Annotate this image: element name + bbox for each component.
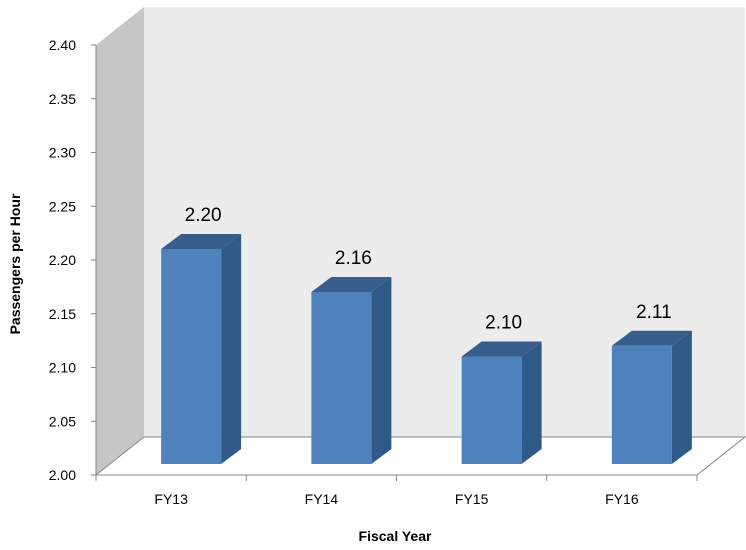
bar-top-FY16 xyxy=(611,330,692,346)
bar-top-FY14 xyxy=(311,277,392,292)
y-tick-label: 2.15 xyxy=(49,306,76,322)
axes-group: 2.00 2.05 2.10 2.15 2.20 2.25 2.30 2.35 2.40 FY13… xyxy=(49,37,698,507)
x-tick-label: FY13 xyxy=(154,491,188,507)
y-tick-label: 2.20 xyxy=(49,252,76,268)
y-tick-label: 2.25 xyxy=(49,198,76,214)
y-axis-title: Passengers per Hour xyxy=(7,193,23,334)
x-axis-title: Fiscal Year xyxy=(359,528,432,544)
bar-FY16 xyxy=(611,345,672,464)
bar-top-FY13 xyxy=(161,234,242,249)
y-tick-label: 2.10 xyxy=(49,360,76,376)
y-tick-label: 2.40 xyxy=(49,37,76,53)
chart-walls xyxy=(94,7,746,476)
y-tick-label: 2.05 xyxy=(49,413,76,429)
back-wall xyxy=(144,7,745,437)
bar-side-FY13 xyxy=(221,234,242,464)
y-tick-label: 2.00 xyxy=(49,467,76,483)
bar-side-FY14 xyxy=(371,277,392,464)
data-label-FY13: 2.20 xyxy=(185,205,222,226)
x-tick-label: FY14 xyxy=(305,491,339,507)
side-wall xyxy=(96,7,144,475)
data-label-FY15: 2.10 xyxy=(485,313,522,334)
data-labels-group: 2.20 2.16 2.10 2.11 xyxy=(185,205,672,334)
x-tick-label: FY16 xyxy=(605,491,639,507)
y-tick-label: 2.30 xyxy=(49,145,76,161)
bar-side-FY15 xyxy=(521,341,542,464)
bar-top-FY15 xyxy=(461,341,542,357)
y-tick-label: 2.35 xyxy=(49,91,76,107)
bar-side-FY16 xyxy=(671,330,692,464)
data-label-FY14: 2.16 xyxy=(335,248,372,269)
x-tick-label: FY15 xyxy=(455,491,489,507)
bar-FY15 xyxy=(461,356,522,464)
bars-group xyxy=(161,234,692,464)
bar-FY14 xyxy=(311,292,372,464)
bar-FY13 xyxy=(161,249,222,464)
data-label-FY16: 2.11 xyxy=(636,302,672,323)
